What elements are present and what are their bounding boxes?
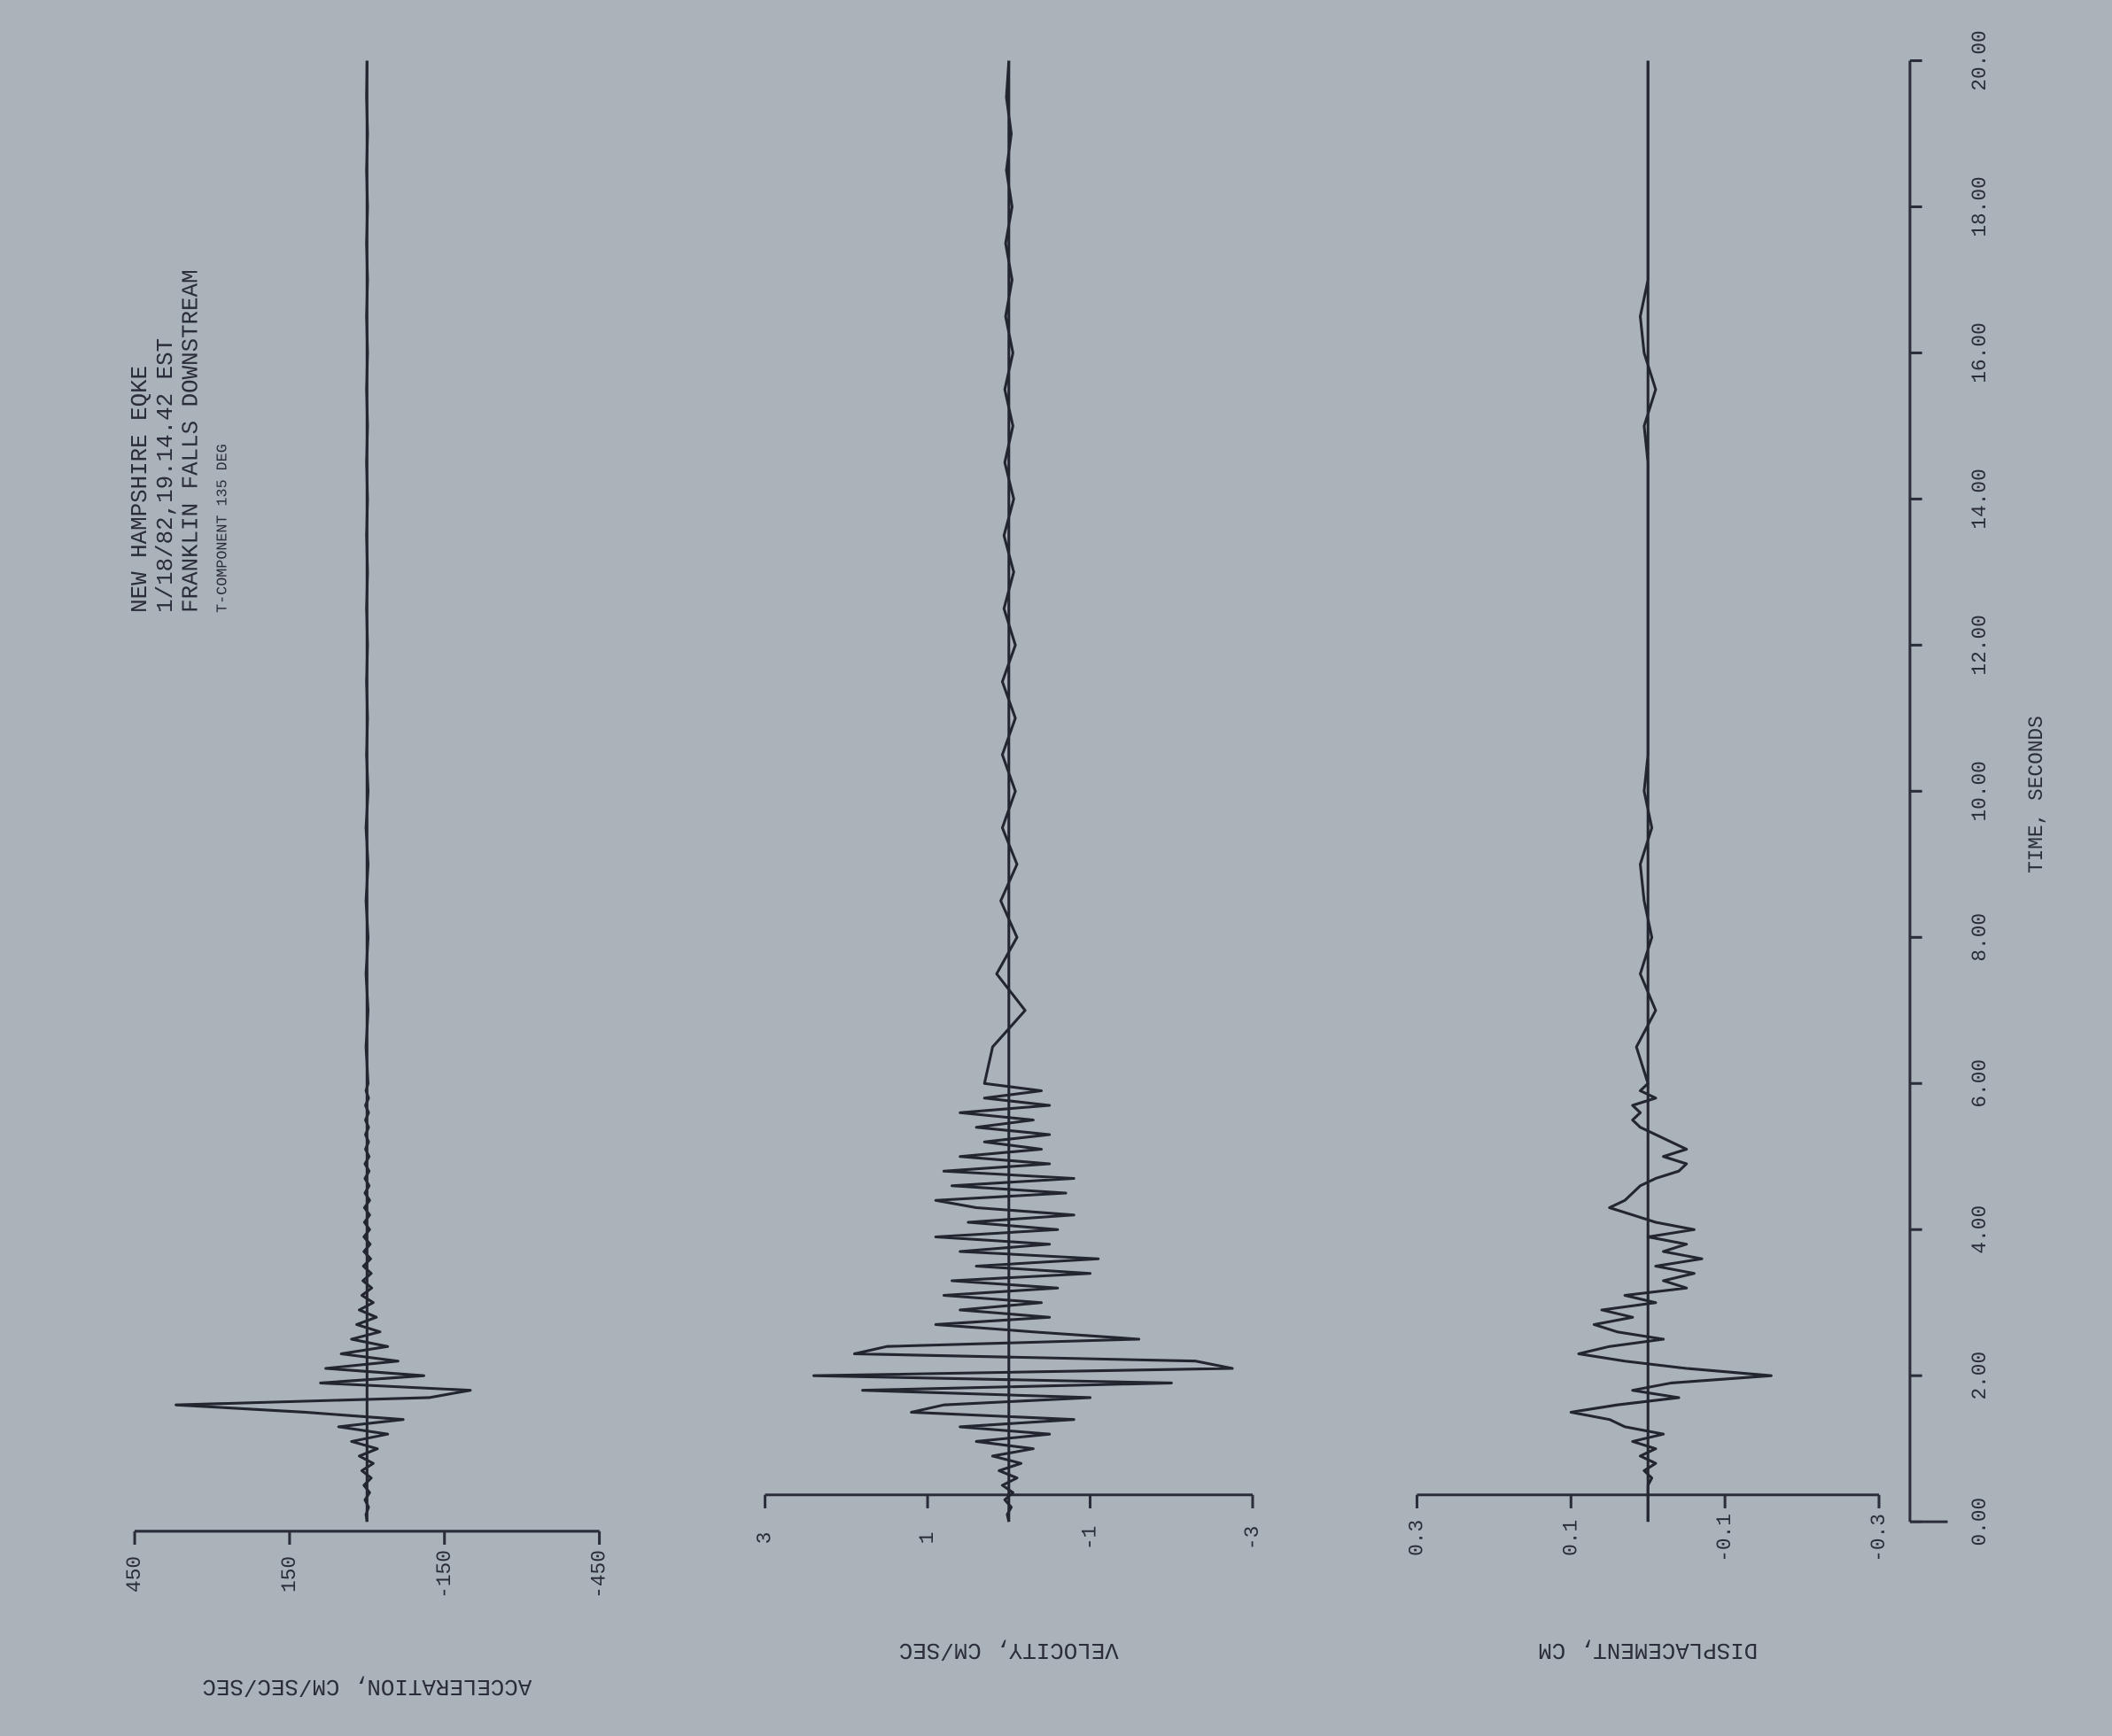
x-tick-label: 0.00: [1968, 1498, 1992, 1546]
trace: [812, 60, 1234, 1523]
x-tick-label: 12.00: [1968, 615, 1992, 675]
annotation: FRANKLIN FALLS DOWNSTREAM: [178, 269, 205, 612]
y-axis-label: VELOCITY, CM/SEC: [899, 1637, 1119, 1663]
y-tick-label: 0.1: [1559, 1520, 1582, 1556]
trace: [1569, 60, 1773, 1523]
annotation: 1/18/82,19.14.42 EST: [152, 338, 179, 613]
y-axis-label: DISPLACEMENT, CM: [1538, 1637, 1758, 1663]
x-tick-label: 8.00: [1968, 913, 1992, 962]
chart-title: NEW HAMPSHIRE EQKE: [127, 366, 153, 613]
x-tick-label: 6.00: [1968, 1059, 1992, 1108]
y-tick-label: 150: [278, 1556, 301, 1593]
y-tick-label: -3: [1241, 1526, 1264, 1550]
y-tick-label: 450: [123, 1556, 146, 1593]
y-tick-label: 0.3: [1405, 1520, 1428, 1556]
x-tick-label: 10.00: [1968, 761, 1992, 821]
trace: [175, 60, 472, 1523]
x-tick-label: 16.00: [1968, 322, 1992, 383]
y-axis-label: ACCELERATION, CM/SEC/SEC: [202, 1673, 532, 1700]
x-tick-label: 14.00: [1968, 469, 1992, 529]
y-tick-label: -1: [1079, 1526, 1102, 1550]
y-tick-label: 3: [754, 1532, 777, 1545]
y-tick-label: 1: [916, 1532, 939, 1545]
x-tick-label: 4.00: [1968, 1205, 1992, 1254]
x-tick-label: 20.00: [1968, 30, 1992, 90]
y-tick-label: -0.1: [1713, 1514, 1736, 1562]
y-tick-label: -0.3: [1867, 1514, 1891, 1562]
x-tick-label: 18.00: [1968, 176, 1992, 236]
annotation: T-COMPONENT 135 DEG: [214, 444, 231, 613]
y-tick-label: -150: [433, 1550, 456, 1599]
y-tick-label: -450: [588, 1550, 611, 1599]
x-tick-label: 2.00: [1968, 1352, 1992, 1400]
x-axis-label: TIME, SECONDS: [2025, 716, 2048, 873]
